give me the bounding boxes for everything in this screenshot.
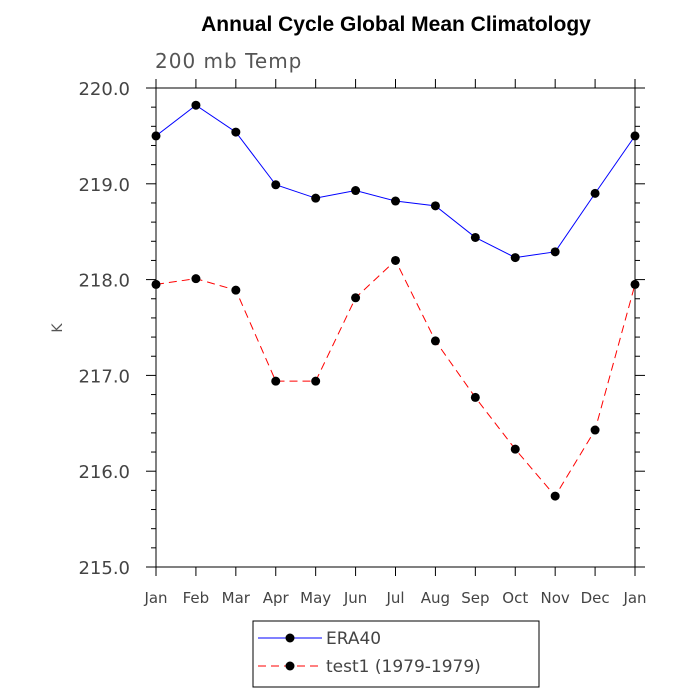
y-tick-label: 216.0 bbox=[78, 462, 130, 483]
y-tick-label: 215.0 bbox=[78, 558, 130, 579]
data-point bbox=[271, 180, 281, 190]
data-point bbox=[231, 127, 241, 137]
legend-item[interactable]: ERA40 bbox=[258, 629, 381, 649]
x-tick-label: Sep bbox=[461, 589, 489, 607]
chart-title: Annual Cycle Global Mean Climatology bbox=[201, 13, 591, 36]
x-tick-label: Nov bbox=[541, 589, 570, 607]
x-tick-label: Oct bbox=[502, 589, 528, 607]
x-tick-label: Mar bbox=[222, 589, 251, 607]
data-point bbox=[430, 201, 440, 211]
data-point bbox=[430, 336, 440, 346]
y-tick-label: 218.0 bbox=[78, 271, 130, 292]
y-tick-label: 219.0 bbox=[78, 175, 130, 196]
legend-label: ERA40 bbox=[326, 629, 381, 649]
x-tick-label: Feb bbox=[183, 589, 210, 607]
data-point bbox=[151, 131, 161, 141]
data-point bbox=[630, 279, 640, 289]
data-point bbox=[510, 253, 520, 263]
legend-marker bbox=[285, 633, 295, 643]
data-point bbox=[311, 376, 321, 386]
series-0 bbox=[151, 100, 640, 263]
data-point bbox=[351, 293, 361, 303]
legend-item[interactable]: test1 (1979-1979) bbox=[258, 657, 481, 677]
plot-frame bbox=[155, 87, 636, 568]
data-point bbox=[351, 186, 361, 196]
x-tick-label: Jan bbox=[622, 589, 646, 607]
data-point bbox=[550, 247, 560, 257]
data-point bbox=[191, 274, 201, 284]
x-tick-label: May bbox=[300, 589, 331, 607]
legend-box bbox=[252, 620, 540, 688]
series-line bbox=[155, 104, 636, 259]
x-tick-label: Aug bbox=[421, 589, 450, 607]
x-tick-label: Jul bbox=[385, 589, 404, 607]
data-point bbox=[311, 193, 321, 203]
data-point bbox=[590, 425, 600, 435]
data-point bbox=[590, 188, 600, 198]
data-point bbox=[391, 255, 400, 265]
data-point bbox=[231, 285, 241, 295]
data-point bbox=[271, 376, 281, 386]
legend[interactable]: ERA40 test1 (1979-1979) bbox=[252, 620, 540, 688]
legend-marker bbox=[285, 661, 295, 671]
x-tick-label: Dec bbox=[581, 589, 610, 607]
data-point bbox=[151, 279, 161, 289]
legend-label: test1 (1979-1979) bbox=[326, 657, 481, 677]
x-tick-label: Jun bbox=[343, 589, 367, 607]
series-1 bbox=[151, 255, 640, 501]
data-point bbox=[550, 491, 560, 501]
axis-ticks bbox=[146, 79, 645, 576]
x-tick-label: Apr bbox=[263, 589, 290, 607]
x-tick-label: Jan bbox=[143, 589, 167, 607]
chart-subtitle: 200 mb Temp bbox=[155, 49, 302, 73]
data-point bbox=[470, 232, 480, 242]
y-tick-label: 217.0 bbox=[78, 366, 130, 387]
data-point bbox=[510, 444, 520, 454]
data-point bbox=[470, 392, 480, 402]
series-line bbox=[155, 259, 636, 497]
y-tick-label: 220.0 bbox=[78, 79, 130, 100]
x-tick-labels: Jan Feb Mar Apr May Jun Jul Aug Sep Oct Nov Dec Jan bbox=[143, 589, 646, 607]
y-tick-labels: 215.0 216.0 217.0 218.0 219.0 220.0 bbox=[78, 79, 130, 579]
data-point bbox=[191, 100, 201, 110]
data-point bbox=[391, 196, 400, 206]
data-point bbox=[630, 131, 640, 141]
y-axis-label: K bbox=[50, 323, 66, 333]
series-layer bbox=[151, 100, 640, 501]
